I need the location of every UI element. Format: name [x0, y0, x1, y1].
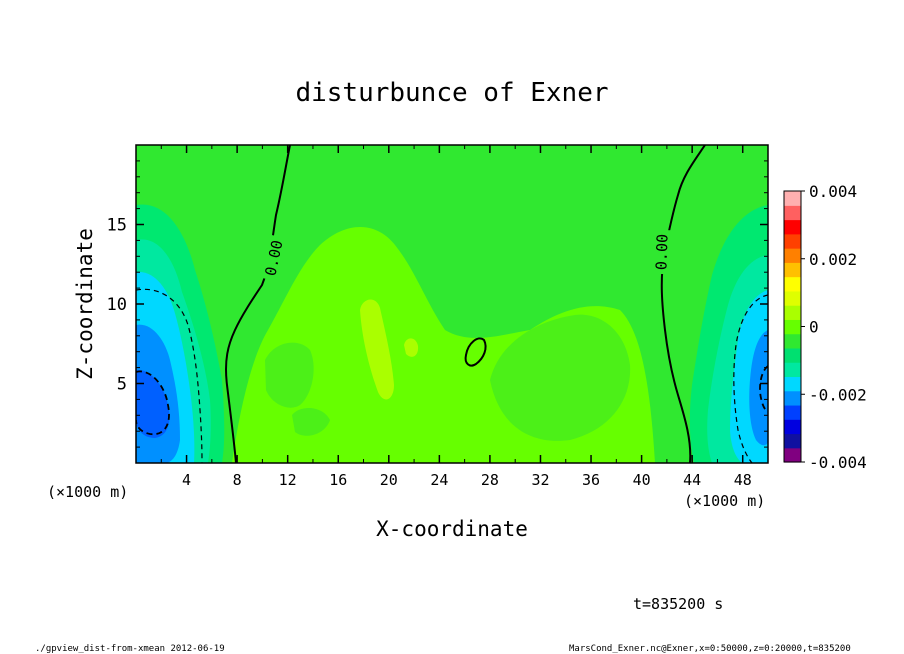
- y-tick-label: 15: [107, 216, 127, 236]
- colorbar-swatch: [784, 390, 801, 406]
- field-band-1: [265, 342, 314, 408]
- x-unit-left: (×1000 m): [47, 483, 128, 501]
- colorbar-swatch: [784, 276, 801, 292]
- y-axis: 5 10 15: [107, 160, 768, 448]
- colorbar: [784, 191, 801, 463]
- field-band-3: [490, 314, 631, 441]
- colorbar-swatch: [784, 305, 801, 320]
- field-positive-core: [360, 299, 394, 400]
- y-tick-label: 10: [107, 295, 127, 315]
- colorbar-swatch: [784, 347, 801, 363]
- x-tick-label: 8: [233, 471, 242, 489]
- x-tick-label: 24: [430, 471, 448, 489]
- colorbar-swatch: [784, 362, 801, 378]
- negative-contour-left-inner: [136, 370, 170, 436]
- x-tick-label: 48: [734, 471, 752, 489]
- colorbar-swatch: [784, 262, 801, 278]
- y-tick-label: 5: [117, 375, 127, 395]
- contour-label-right-text: 0.00: [652, 234, 671, 271]
- colorbar-swatch: [784, 447, 801, 463]
- time-label: t=835200 s: [633, 595, 723, 613]
- zero-contour-closed: [464, 337, 487, 367]
- contour-label-left: 0.00: [259, 234, 287, 282]
- x-tick-label: 40: [633, 471, 651, 489]
- x-tick-label: 32: [531, 471, 549, 489]
- colorbar-tick-label: 0.004: [809, 182, 857, 201]
- x-axis-title: X-coordinate: [376, 517, 528, 541]
- x-tick-label: 16: [329, 471, 347, 489]
- x-tick-label: 20: [380, 471, 398, 489]
- colorbar-swatch: [784, 404, 801, 420]
- colorbar-swatch: [784, 219, 801, 235]
- colorbar-swatch: [784, 419, 801, 435]
- colorbar-tick-label: -0.002: [809, 385, 867, 404]
- zero-contour-left: [225, 145, 291, 463]
- chart-title: disturbunce of Exner: [295, 78, 608, 108]
- colorbar-swatch: [784, 333, 801, 349]
- colorbar-swatch: [784, 205, 801, 221]
- y-axis-title: Z-coordinate: [73, 228, 97, 380]
- x-tick-label: 44: [683, 471, 701, 489]
- colorbar-tick-label: 0.002: [809, 250, 857, 269]
- x-axis: 4 8 12 16 20 24 28 32 36 40 44 48: [160, 145, 752, 489]
- contour-label-right: 0.00: [651, 229, 672, 275]
- colorbar-swatch: [784, 376, 801, 392]
- field-negative-right-4: [749, 330, 768, 446]
- colorbar-swatch: [784, 290, 801, 306]
- x-unit-right: (×1000 m): [684, 492, 765, 510]
- footer-right-note: MarsCond_Exner.nc@Exner,x=0:50000,z=0:20…: [569, 644, 851, 654]
- x-tick-label: 28: [481, 471, 499, 489]
- x-tick-label: 12: [279, 471, 297, 489]
- contour-field: 0.00 0.00: [136, 145, 768, 463]
- colorbar-swatch: [784, 433, 801, 449]
- zero-contour-right: [660, 145, 706, 463]
- field-positive-spot: [404, 338, 419, 357]
- colorbar-swatch: [784, 248, 801, 263]
- colorbar-tick-label: 0: [809, 318, 819, 337]
- colorbar-swatch: [784, 191, 801, 206]
- colorbar-swatch: [784, 319, 801, 335]
- colorbar-ticks: 0.004 0.002 0 -0.002 -0.004: [801, 182, 867, 472]
- x-tick-label: 4: [182, 471, 191, 489]
- footer-left-note: ./gpview_dist-from-xmean 2012-06-19: [35, 644, 225, 654]
- x-tick-label: 36: [582, 471, 600, 489]
- field-band-2: [292, 408, 330, 436]
- colorbar-tick-label: -0.004: [809, 453, 867, 472]
- colorbar-swatch: [784, 233, 801, 249]
- negative-contour-right-outer: [733, 294, 768, 463]
